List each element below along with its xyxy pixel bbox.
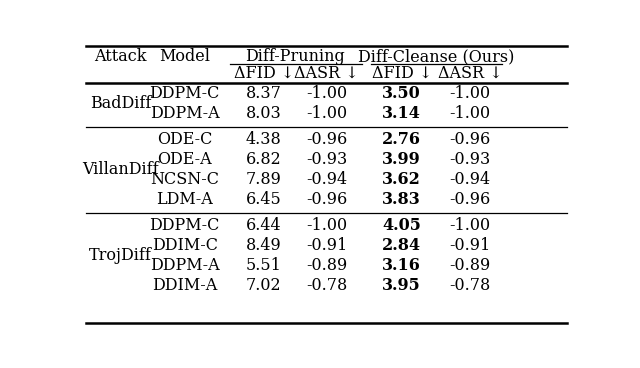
- Text: -0.96: -0.96: [449, 131, 490, 148]
- Text: -0.94: -0.94: [449, 171, 490, 188]
- Text: 7.02: 7.02: [246, 277, 282, 294]
- Text: 2.84: 2.84: [382, 237, 421, 254]
- Text: 4.05: 4.05: [382, 217, 421, 234]
- Text: -1.00: -1.00: [306, 85, 347, 102]
- Text: -0.89: -0.89: [306, 258, 347, 275]
- Text: -0.91: -0.91: [449, 237, 490, 254]
- Text: -0.78: -0.78: [306, 277, 347, 294]
- Text: 3.99: 3.99: [382, 151, 421, 168]
- Text: -0.96: -0.96: [306, 191, 347, 208]
- Text: 3.16: 3.16: [382, 258, 421, 275]
- Text: -1.00: -1.00: [306, 105, 347, 122]
- Text: -1.00: -1.00: [449, 217, 490, 234]
- Text: -1.00: -1.00: [306, 217, 347, 234]
- Text: Diff-Pruning: Diff-Pruning: [245, 48, 345, 65]
- Text: LDM-A: LDM-A: [156, 191, 213, 208]
- Text: 3.50: 3.50: [382, 85, 421, 102]
- Text: DDPM-C: DDPM-C: [149, 85, 220, 102]
- Text: ΔASR ↓: ΔASR ↓: [438, 65, 502, 82]
- Text: ΔFID ↓: ΔFID ↓: [371, 65, 432, 82]
- Text: -0.96: -0.96: [306, 131, 347, 148]
- Text: 2.76: 2.76: [382, 131, 421, 148]
- Text: Model: Model: [159, 48, 210, 65]
- Text: TrojDiff: TrojDiff: [89, 247, 152, 265]
- Text: ΔFID ↓: ΔFID ↓: [234, 65, 294, 82]
- Text: DDIM-A: DDIM-A: [152, 277, 217, 294]
- Text: -1.00: -1.00: [449, 105, 490, 122]
- Text: -0.96: -0.96: [449, 191, 490, 208]
- Text: NCSN-C: NCSN-C: [150, 171, 219, 188]
- Text: -0.93: -0.93: [306, 151, 347, 168]
- Text: ΔASR ↓: ΔASR ↓: [294, 65, 359, 82]
- Text: VillanDiff: VillanDiff: [82, 161, 159, 178]
- Text: ODE-A: ODE-A: [157, 151, 212, 168]
- Text: 3.83: 3.83: [382, 191, 421, 208]
- Text: 8.49: 8.49: [246, 237, 282, 254]
- Text: Diff-Cleanse (Ours): Diff-Cleanse (Ours): [358, 48, 514, 65]
- Text: 6.44: 6.44: [246, 217, 282, 234]
- Text: DDPM-C: DDPM-C: [149, 217, 220, 234]
- Text: -1.00: -1.00: [449, 85, 490, 102]
- Text: DDPM-A: DDPM-A: [150, 258, 220, 275]
- Text: DDPM-A: DDPM-A: [150, 105, 220, 122]
- Text: 6.82: 6.82: [246, 151, 282, 168]
- Text: DDIM-C: DDIM-C: [152, 237, 218, 254]
- Text: -0.93: -0.93: [449, 151, 490, 168]
- Text: BadDiff: BadDiff: [90, 95, 151, 112]
- Text: -0.91: -0.91: [306, 237, 347, 254]
- Text: 4.38: 4.38: [246, 131, 282, 148]
- Text: 5.51: 5.51: [246, 258, 282, 275]
- Text: -0.89: -0.89: [449, 258, 490, 275]
- Text: -0.78: -0.78: [449, 277, 490, 294]
- Text: 3.14: 3.14: [382, 105, 421, 122]
- Text: 3.62: 3.62: [382, 171, 421, 188]
- Text: -0.94: -0.94: [306, 171, 347, 188]
- Text: 6.45: 6.45: [246, 191, 282, 208]
- Text: 7.89: 7.89: [246, 171, 282, 188]
- Text: 8.37: 8.37: [246, 85, 282, 102]
- Text: Attack: Attack: [94, 48, 147, 65]
- Text: ODE-C: ODE-C: [157, 131, 212, 148]
- Text: 3.95: 3.95: [382, 277, 421, 294]
- Text: 8.03: 8.03: [246, 105, 282, 122]
